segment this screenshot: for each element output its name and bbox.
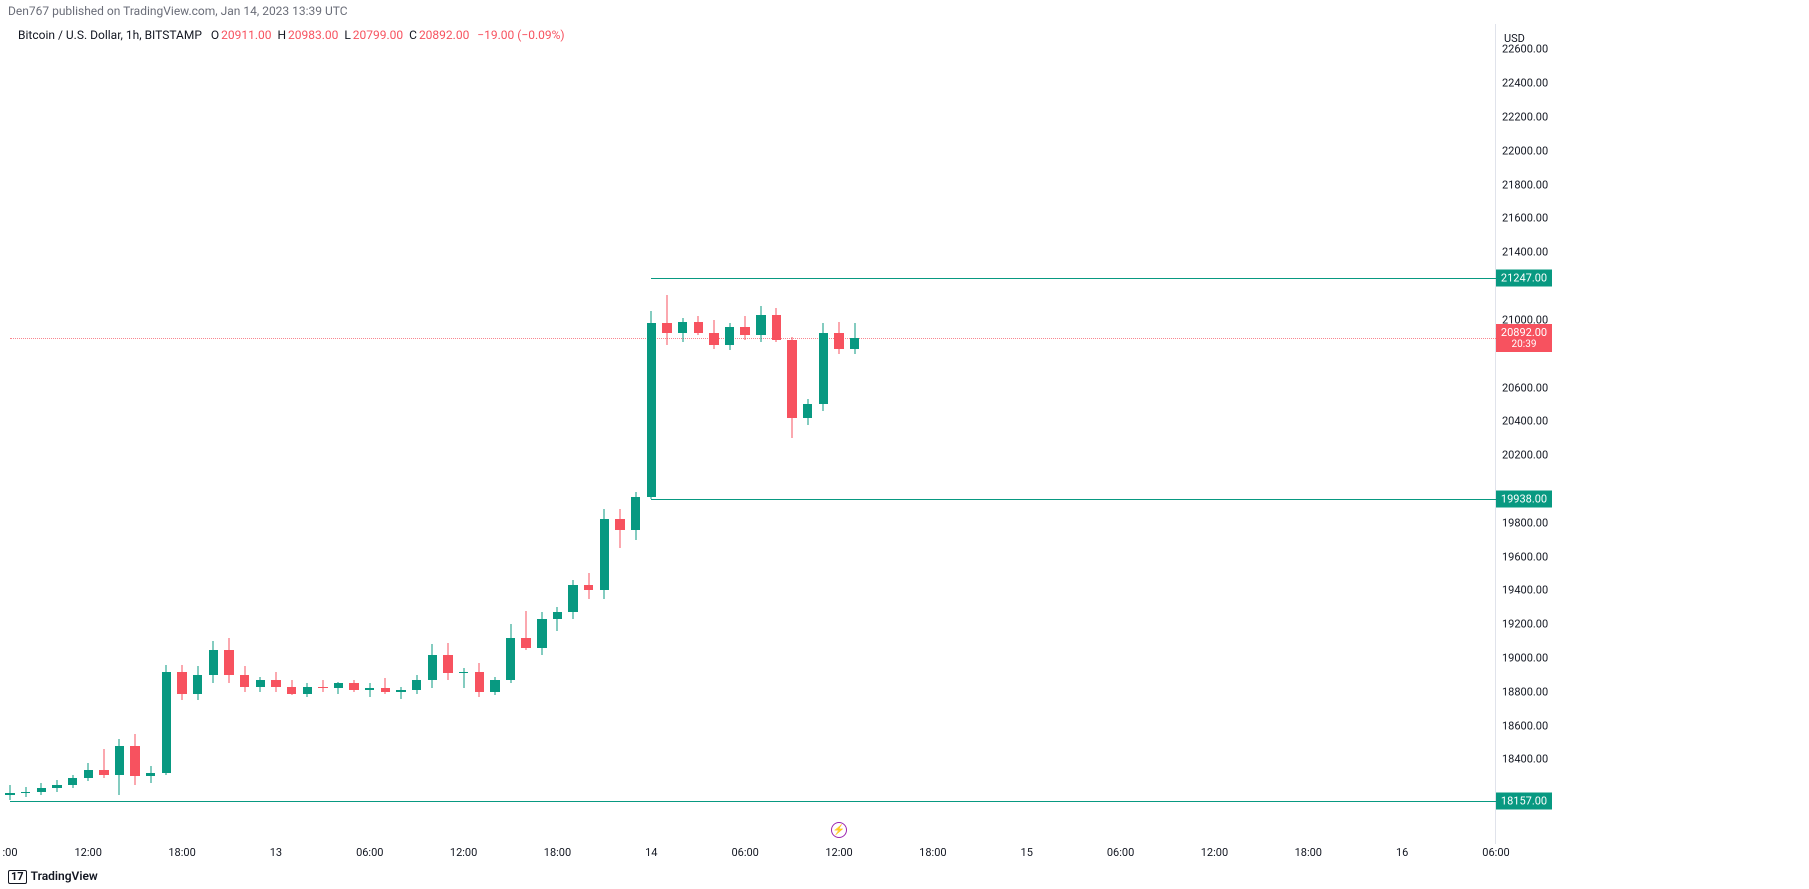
- open-label: O: [211, 28, 219, 42]
- chart-plot[interactable]: Bitcoin / U.S. Dollar, 1h, BITSTAMP O209…: [10, 24, 1496, 844]
- y-tick-label: 22400.00: [1502, 77, 1548, 90]
- y-tick-label: 19200.00: [1502, 618, 1548, 631]
- x-tick-label: 12:00: [825, 846, 852, 859]
- y-axis[interactable]: USD 22600.0022400.0022200.0022000.002180…: [1496, 24, 1552, 844]
- price-line: [651, 499, 1496, 500]
- low-value: 20799.00: [353, 28, 403, 42]
- y-tick-label: 19600.00: [1502, 550, 1548, 563]
- price-line-current: [10, 338, 1496, 339]
- y-price-tag: 21247.00: [1496, 270, 1552, 287]
- y-tick-label: 21800.00: [1502, 178, 1548, 191]
- x-tick-label: 06:00: [356, 846, 383, 859]
- close-value: 20892.00: [419, 28, 469, 42]
- x-tick-label: 06:00: [1107, 846, 1134, 859]
- y-tick-label: 19400.00: [1502, 584, 1548, 597]
- x-axis[interactable]: :0012:0018:001306:0012:0018:001406:0012:…: [10, 844, 1496, 864]
- x-tick-label: 12:00: [1201, 846, 1228, 859]
- x-tick-label: 06:00: [731, 846, 758, 859]
- y-price-tag: 20892.0020:39: [1496, 324, 1552, 352]
- price-line: [651, 278, 1496, 279]
- x-tick-label: :00: [2, 846, 17, 859]
- high-value: 20983.00: [288, 28, 338, 42]
- y-tick-label: 22600.00: [1502, 43, 1548, 56]
- high-label: H: [277, 28, 286, 42]
- x-tick-label: 16: [1396, 846, 1408, 859]
- x-tick-label: 18:00: [544, 846, 571, 859]
- x-tick-label: 18:00: [168, 846, 195, 859]
- event-lightning-icon[interactable]: ⚡: [831, 822, 847, 838]
- x-tick-label: 13: [270, 846, 282, 859]
- y-tick-label: 18400.00: [1502, 753, 1548, 766]
- y-tick-label: 19000.00: [1502, 652, 1548, 665]
- y-price-tag: 18157.00: [1496, 792, 1552, 809]
- footer: 17 TradingView: [0, 865, 1809, 889]
- symbol-title: Bitcoin / U.S. Dollar, 1h, BITSTAMP: [18, 28, 202, 42]
- y-tick-label: 21600.00: [1502, 212, 1548, 225]
- price-line: [10, 801, 1496, 802]
- y-tick-label: 21400.00: [1502, 246, 1548, 259]
- publish-text: Den767 published on TradingView.com, Jan…: [0, 0, 1809, 22]
- y-tick-label: 20200.00: [1502, 449, 1548, 462]
- chart-legend: Bitcoin / U.S. Dollar, 1h, BITSTAMP O209…: [18, 28, 565, 42]
- x-tick-label: 18:00: [919, 846, 946, 859]
- low-label: L: [344, 28, 350, 42]
- x-tick-label: 06:00: [1482, 846, 1509, 859]
- y-tick-label: 18600.00: [1502, 719, 1548, 732]
- open-value: 20911.00: [221, 28, 271, 42]
- brand-name: TradingView: [31, 869, 98, 883]
- x-tick-label: 12:00: [450, 846, 477, 859]
- y-tick-label: 18800.00: [1502, 685, 1548, 698]
- x-tick-label: 15: [1021, 846, 1033, 859]
- y-tick-label: 20400.00: [1502, 415, 1548, 428]
- y-tick-label: 22000.00: [1502, 144, 1548, 157]
- x-tick-label: 14: [645, 846, 657, 859]
- change-value: −19.00 (−0.09%): [477, 28, 564, 42]
- chart-area[interactable]: Bitcoin / U.S. Dollar, 1h, BITSTAMP O209…: [0, 24, 1809, 864]
- y-tick-label: 19800.00: [1502, 516, 1548, 529]
- tradingview-logo-icon: 17: [8, 870, 27, 884]
- x-tick-label: 18:00: [1295, 846, 1322, 859]
- x-tick-label: 12:00: [75, 846, 102, 859]
- y-tick-label: 22200.00: [1502, 110, 1548, 123]
- publish-header: Den767 published on TradingView.com, Jan…: [0, 0, 1809, 24]
- y-price-tag: 19938.00: [1496, 491, 1552, 508]
- y-tick-label: 20600.00: [1502, 381, 1548, 394]
- close-label: C: [409, 28, 417, 42]
